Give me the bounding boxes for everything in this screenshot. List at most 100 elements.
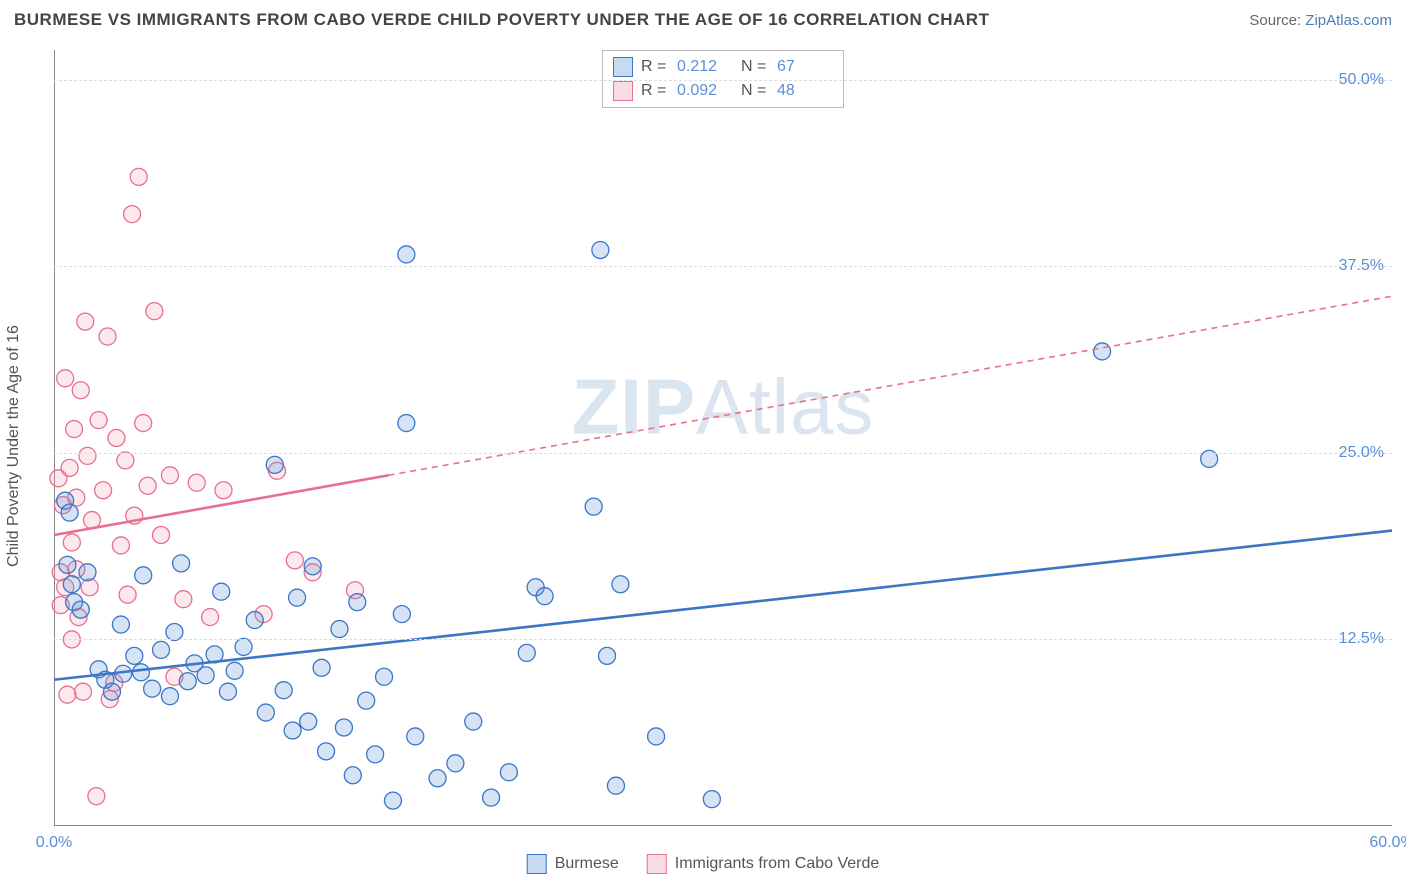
data-point	[367, 746, 384, 763]
legend-label-cabo: Immigrants from Cabo Verde	[675, 855, 880, 873]
chart-container: BURMESE VS IMMIGRANTS FROM CABO VERDE CH…	[0, 0, 1406, 892]
gridline-h	[54, 80, 1392, 81]
swatch-burmese	[613, 57, 633, 77]
data-point	[215, 482, 232, 499]
data-point	[188, 474, 205, 491]
data-point	[72, 382, 89, 399]
data-point	[286, 552, 303, 569]
data-point	[331, 621, 348, 638]
data-point	[88, 788, 105, 805]
gridline-h	[54, 453, 1392, 454]
n-value-cabo: 48	[777, 82, 833, 100]
data-point	[144, 680, 161, 697]
data-point	[304, 558, 321, 575]
legend-item-cabo: Immigrants from Cabo Verde	[647, 854, 880, 874]
data-point	[349, 594, 366, 611]
data-point	[246, 612, 263, 629]
data-point	[57, 370, 74, 387]
data-point	[376, 668, 393, 685]
data-point	[500, 764, 517, 781]
data-point	[335, 719, 352, 736]
swatch-burmese-bot	[527, 854, 547, 874]
data-point	[130, 168, 147, 185]
trend-solid	[54, 531, 1392, 680]
n-label: N =	[741, 58, 769, 76]
data-point	[61, 504, 78, 521]
legend-item-burmese: Burmese	[527, 854, 619, 874]
swatch-cabo-bot	[647, 854, 667, 874]
data-point	[226, 662, 243, 679]
ytick-label: 50.0%	[1339, 71, 1384, 89]
data-point	[429, 770, 446, 787]
data-point	[289, 589, 306, 606]
data-point	[63, 534, 80, 551]
data-point	[108, 430, 125, 447]
data-point	[132, 664, 149, 681]
r-label: R =	[641, 82, 669, 100]
data-point	[153, 641, 170, 658]
data-point	[703, 791, 720, 808]
data-point	[79, 447, 96, 464]
data-point	[124, 206, 141, 223]
data-point	[99, 328, 116, 345]
data-point	[161, 467, 178, 484]
data-point	[166, 624, 183, 641]
data-point	[518, 644, 535, 661]
data-point	[79, 564, 96, 581]
data-point	[398, 246, 415, 263]
data-point	[117, 452, 134, 469]
data-point	[139, 477, 156, 494]
chart-title: BURMESE VS IMMIGRANTS FROM CABO VERDE CH…	[14, 10, 989, 30]
data-point	[344, 767, 361, 784]
data-point	[153, 527, 170, 544]
source-link[interactable]: ZipAtlas.com	[1305, 12, 1392, 29]
ytick-label: 12.5%	[1339, 630, 1384, 648]
gridline-h	[54, 639, 1392, 640]
data-point	[81, 579, 98, 596]
y-axis-label: Child Poverty Under the Age of 16	[5, 325, 23, 567]
data-point	[313, 659, 330, 676]
data-point	[59, 686, 76, 703]
data-point	[63, 576, 80, 593]
gridline-h	[54, 266, 1392, 267]
trend-dashed	[389, 296, 1393, 475]
data-point	[384, 792, 401, 809]
data-point	[202, 609, 219, 626]
plot-svg	[54, 50, 1392, 826]
title-bar: BURMESE VS IMMIGRANTS FROM CABO VERDE CH…	[14, 10, 1392, 30]
data-point	[103, 683, 120, 700]
data-point	[607, 777, 624, 794]
data-point	[66, 421, 83, 438]
r-label: R =	[641, 58, 669, 76]
data-point	[599, 647, 616, 664]
source-prefix: Source:	[1249, 12, 1305, 29]
data-point	[275, 682, 292, 699]
data-point	[74, 683, 91, 700]
source-credit: Source: ZipAtlas.com	[1249, 12, 1392, 29]
data-point	[72, 601, 89, 618]
data-point	[483, 789, 500, 806]
data-point	[447, 755, 464, 772]
legend-label-burmese: Burmese	[555, 855, 619, 873]
xtick-label: 0.0%	[36, 834, 72, 852]
n-label: N =	[741, 82, 769, 100]
stats-row-cabo: R = 0.092 N = 48	[613, 79, 833, 103]
data-point	[284, 722, 301, 739]
data-point	[146, 303, 163, 320]
data-point	[393, 606, 410, 623]
data-point	[77, 313, 94, 330]
data-point	[213, 583, 230, 600]
data-point	[235, 638, 252, 655]
xtick-label: 60.0%	[1369, 834, 1406, 852]
data-point	[179, 673, 196, 690]
ytick-label: 25.0%	[1339, 444, 1384, 462]
legend-bottom: Burmese Immigrants from Cabo Verde	[527, 854, 880, 874]
data-point	[592, 241, 609, 258]
data-point	[407, 728, 424, 745]
data-point	[300, 713, 317, 730]
data-point	[112, 616, 129, 633]
data-point	[161, 688, 178, 705]
data-point	[465, 713, 482, 730]
data-point	[61, 459, 78, 476]
data-point	[173, 555, 190, 572]
